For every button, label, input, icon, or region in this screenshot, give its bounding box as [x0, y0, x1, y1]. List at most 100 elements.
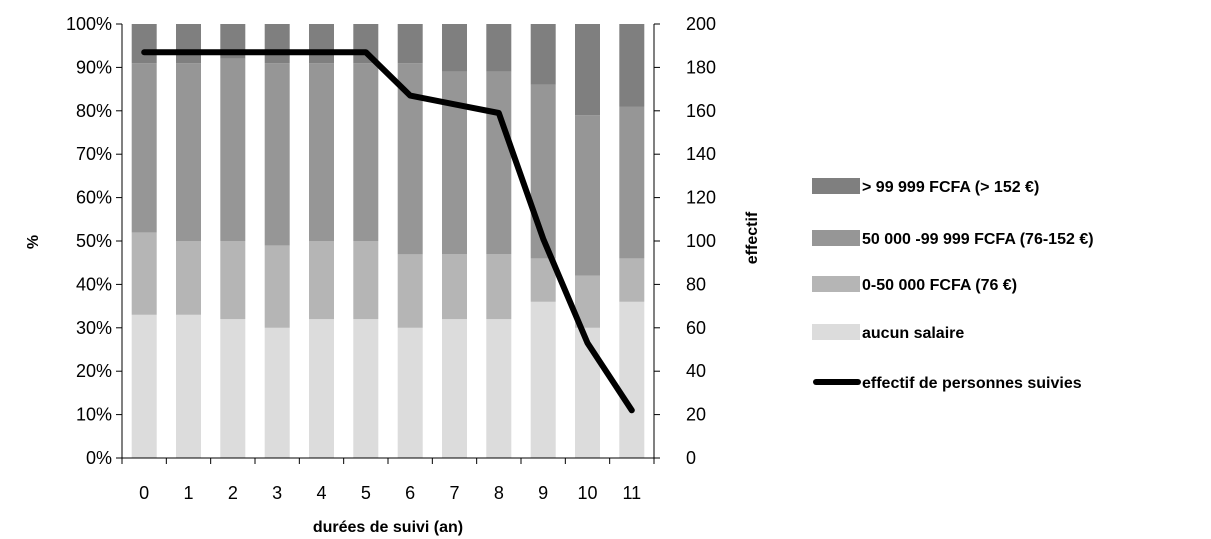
x-tick-label: 10 [577, 483, 597, 503]
legend-label: effectif de personnes suivies [862, 375, 1082, 392]
y-tick-label: 60% [76, 188, 112, 208]
x-tick-label: 7 [449, 483, 459, 503]
line-point-10 [587, 342, 588, 344]
legend-swatch [812, 324, 860, 340]
x-tick-label: 3 [272, 483, 282, 503]
bar-segment-1-s0 [176, 314, 201, 458]
bar-segment-11-s0 [619, 301, 645, 458]
bar-segment-9-s0 [530, 301, 556, 458]
line-layer [141, 49, 635, 414]
bar-segment-1-s3 [176, 24, 201, 64]
x-tick-label: 1 [183, 483, 193, 503]
x-tick-label: 5 [361, 483, 371, 503]
y2-axis-title: effectif [744, 211, 761, 264]
bar-segment-0-s2 [131, 63, 157, 233]
y2-tick-label: 40 [686, 361, 706, 381]
line-point-2 [232, 51, 234, 53]
bar-segment-1-s1 [176, 241, 201, 315]
x-tick-label: 11 [622, 483, 641, 503]
y-tick-label: 70% [76, 144, 112, 164]
bars-layer [131, 24, 645, 458]
line-point-3 [276, 51, 278, 53]
line-point-8 [498, 112, 500, 114]
line-point-7 [454, 103, 455, 105]
y-axis-title: % [25, 235, 42, 249]
bar-segment-8-s1 [486, 254, 512, 320]
bar-segment-11-s1 [619, 258, 645, 302]
bar-segment-4-s2 [309, 63, 334, 241]
bar-segment-9-s2 [530, 84, 556, 259]
y-tick-label: 0% [86, 448, 112, 468]
bar-segment-8-s3 [486, 24, 512, 72]
bar-segment-10-s0 [575, 327, 600, 458]
y2-tick-label: 20 [686, 405, 706, 425]
line-point-1 [188, 51, 189, 53]
bar-segment-6-s1 [397, 254, 423, 328]
y2-tick-label: 120 [686, 188, 716, 208]
bar-segment-4-s0 [309, 319, 334, 458]
x-tick-label: 8 [494, 483, 504, 503]
bar-segment-7-s3 [442, 24, 467, 72]
bar-segment-9-s3 [530, 24, 556, 85]
bar-segment-5-s1 [353, 241, 379, 320]
bar-segment-7-s0 [442, 319, 467, 458]
axes-layer: 0%10%20%30%40%50%60%70%80%90%100%0204060… [66, 14, 716, 503]
line-point-5 [365, 51, 367, 53]
legend-label: > 99 999 FCFA (> 152 €) [862, 179, 1039, 196]
bar-segment-6-s3 [397, 24, 423, 64]
bar-segment-2-s1 [220, 241, 246, 320]
bar-segment-3-s3 [264, 24, 290, 64]
y-tick-label: 90% [76, 57, 112, 77]
bar-segment-11-s2 [619, 106, 645, 259]
legend-swatch [812, 178, 860, 194]
bar-segment-4-s3 [309, 24, 334, 64]
line-point-0 [143, 51, 145, 53]
legend-swatch [812, 276, 860, 292]
x-tick-label: 9 [538, 483, 548, 503]
x-tick-label: 2 [228, 483, 238, 503]
line-point-4 [321, 51, 322, 53]
x-tick-label: 6 [405, 483, 415, 503]
x-axis-title: durées de suivi (an) [313, 519, 463, 536]
legend: > 99 999 FCFA (> 152 €) 50 000 -99 999 FC… [812, 178, 1094, 392]
bar-segment-4-s1 [309, 241, 334, 320]
line-effectif [141, 49, 635, 414]
y2-tick-label: 160 [686, 101, 716, 121]
bar-segment-8-s0 [486, 319, 512, 458]
bar-segment-2-s2 [220, 58, 246, 242]
bar-segment-10-s2 [575, 115, 600, 276]
y2-tick-label: 0 [686, 448, 696, 468]
y-tick-label: 40% [76, 274, 112, 294]
y-tick-label: 10% [76, 405, 112, 425]
y-tick-label: 30% [76, 318, 112, 338]
y2-tick-label: 100 [686, 231, 716, 251]
x-tick-label: 4 [316, 483, 326, 503]
x-tick-label: 0 [139, 483, 149, 503]
line-point-9 [542, 238, 544, 240]
bar-segment-5-s0 [353, 319, 379, 458]
y-tick-label: 80% [76, 101, 112, 121]
bar-segment-11-s3 [619, 24, 645, 107]
bar-segment-3-s2 [264, 63, 290, 246]
bar-segment-8-s2 [486, 71, 512, 254]
bar-segment-3-s1 [264, 245, 290, 328]
legend-swatch [812, 230, 860, 246]
y2-tick-label: 80 [686, 274, 706, 294]
y-tick-label: 20% [76, 361, 112, 381]
y2-tick-label: 200 [686, 14, 716, 34]
bar-segment-5-s2 [353, 63, 379, 241]
bar-segment-0-s0 [131, 314, 157, 458]
y2-tick-label: 180 [686, 57, 716, 77]
bar-segment-1-s2 [176, 63, 201, 241]
line-point-11 [631, 409, 633, 411]
bar-segment-10-s3 [575, 24, 600, 116]
y-tick-label: 50% [76, 231, 112, 251]
bar-segment-0-s3 [131, 24, 157, 64]
bar-segment-3-s0 [264, 327, 290, 458]
y2-tick-label: 140 [686, 144, 716, 164]
y2-tick-label: 60 [686, 318, 706, 338]
legend-label: 0-50 000 FCFA (76 €) [862, 277, 1017, 294]
legend-label: 50 000 -99 999 FCFA (76-152 €) [862, 231, 1094, 248]
line-point-6 [409, 95, 411, 97]
